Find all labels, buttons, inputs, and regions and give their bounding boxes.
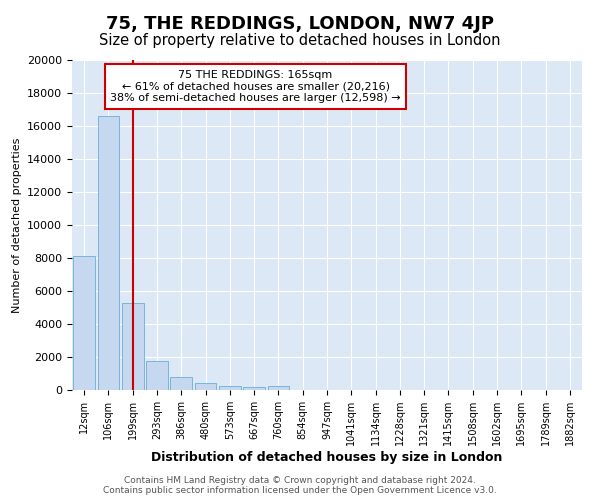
Bar <box>268 386 289 390</box>
Y-axis label: Number of detached properties: Number of detached properties <box>11 138 22 312</box>
Bar <box>243 387 265 390</box>
Bar <box>97 116 119 390</box>
Bar <box>219 386 241 390</box>
Bar <box>73 256 95 390</box>
Bar <box>146 361 168 390</box>
Bar <box>170 377 192 390</box>
X-axis label: Distribution of detached houses by size in London: Distribution of detached houses by size … <box>151 451 503 464</box>
Text: Size of property relative to detached houses in London: Size of property relative to detached ho… <box>99 32 501 48</box>
Bar <box>194 383 217 390</box>
Text: 75, THE REDDINGS, LONDON, NW7 4JP: 75, THE REDDINGS, LONDON, NW7 4JP <box>106 15 494 33</box>
Text: 75 THE REDDINGS: 165sqm
← 61% of detached houses are smaller (20,216)
38% of sem: 75 THE REDDINGS: 165sqm ← 61% of detache… <box>110 70 401 103</box>
Bar <box>122 302 143 390</box>
Text: Contains HM Land Registry data © Crown copyright and database right 2024.
Contai: Contains HM Land Registry data © Crown c… <box>103 476 497 495</box>
